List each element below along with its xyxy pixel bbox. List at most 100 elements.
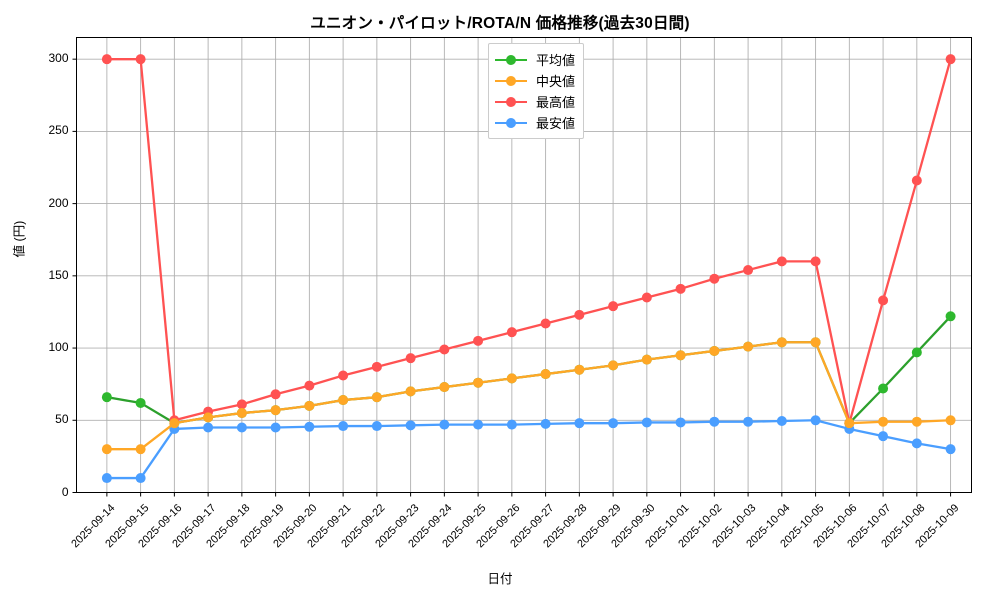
data-point <box>439 382 450 393</box>
data-point <box>101 473 112 484</box>
data-point <box>945 444 956 455</box>
data-point <box>540 369 551 380</box>
data-point <box>776 416 787 426</box>
y-tick-label: 150 <box>48 267 69 282</box>
data-point <box>878 295 889 306</box>
legend-item-mean[interactable]: 平均値 <box>495 49 575 70</box>
data-point <box>236 408 247 419</box>
data-point <box>405 386 416 397</box>
data-point <box>270 389 281 400</box>
data-point <box>709 345 720 356</box>
data-point <box>540 318 551 329</box>
legend-swatch-min <box>495 116 527 130</box>
legend-item-max[interactable]: 最高値 <box>495 91 575 112</box>
data-point <box>338 370 349 381</box>
data-point <box>608 418 619 429</box>
data-point <box>203 412 214 423</box>
axis-ticks <box>72 58 952 497</box>
data-point <box>371 361 382 372</box>
data-point <box>911 347 922 358</box>
data-point <box>304 400 315 411</box>
legend-label-max: 最高値 <box>536 95 576 110</box>
series-line <box>105 341 952 451</box>
data-point <box>203 422 214 433</box>
series-line <box>105 419 952 480</box>
y-tick-label: 250 <box>48 123 69 138</box>
data-point <box>810 415 821 426</box>
data-point <box>709 416 720 427</box>
legend-swatch-max <box>495 95 527 109</box>
data-point <box>405 420 416 431</box>
data-point <box>641 292 652 303</box>
data-point <box>743 416 754 427</box>
data-point <box>878 431 889 442</box>
data-point <box>236 399 247 410</box>
data-point <box>473 335 484 346</box>
y-tick-label: 300 <box>48 51 69 66</box>
data-point <box>574 364 585 375</box>
chart-legend: 平均値 中央値 最高値 最安値 <box>488 43 585 139</box>
data-point <box>776 337 787 348</box>
legend-label-min: 最安値 <box>536 116 576 131</box>
data-point <box>135 473 146 484</box>
data-point <box>304 380 315 391</box>
data-point <box>506 419 517 430</box>
data-point <box>473 419 484 430</box>
data-point <box>236 422 247 433</box>
data-point <box>608 301 619 312</box>
data-point <box>473 377 484 388</box>
data-point <box>810 256 821 267</box>
data-point <box>439 344 450 355</box>
data-point <box>540 418 551 429</box>
data-point <box>675 417 686 428</box>
legend-item-median[interactable]: 中央値 <box>495 70 575 91</box>
data-point <box>878 416 889 427</box>
data-point <box>810 337 821 348</box>
data-point <box>135 444 146 455</box>
y-tick-label: 0 <box>61 484 69 499</box>
data-point <box>878 383 889 394</box>
data-point <box>270 405 281 416</box>
x-axis-label: 日付 <box>487 572 513 586</box>
data-point <box>439 419 450 430</box>
data-point <box>641 354 652 365</box>
legend-label-mean: 平均値 <box>536 53 576 68</box>
data-point <box>506 373 517 384</box>
legend-swatch-median <box>495 74 527 88</box>
data-point <box>101 54 112 65</box>
data-point <box>608 360 619 371</box>
data-point <box>844 418 855 429</box>
y-tick-label: 50 <box>55 412 69 427</box>
legend-label-median: 中央値 <box>536 74 576 89</box>
data-point <box>911 438 922 449</box>
chart-title: ユニオン・パイロット/ROTA/N 価格推移(過去30日間) <box>310 15 690 32</box>
data-point <box>371 421 382 432</box>
data-point <box>743 341 754 352</box>
data-point <box>304 421 315 432</box>
plot-frame <box>76 37 972 493</box>
data-point <box>776 256 787 267</box>
legend-swatch-mean <box>495 53 527 67</box>
data-point <box>371 392 382 403</box>
data-point <box>574 309 585 320</box>
data-point <box>574 418 585 429</box>
data-point <box>135 54 146 65</box>
data-point <box>135 397 146 408</box>
data-point <box>675 350 686 361</box>
data-point <box>101 392 112 403</box>
y-tick-label: 200 <box>48 195 69 210</box>
data-point <box>641 417 652 428</box>
data-point <box>101 444 112 455</box>
data-point <box>506 327 517 338</box>
data-point <box>405 353 416 364</box>
data-point <box>169 418 180 429</box>
data-point <box>709 273 720 284</box>
y-tick-label: 100 <box>48 340 69 355</box>
data-point <box>945 415 956 426</box>
legend-item-min[interactable]: 最安値 <box>495 112 575 133</box>
series-line <box>105 58 952 425</box>
data-point <box>945 54 956 65</box>
data-point <box>270 422 281 433</box>
